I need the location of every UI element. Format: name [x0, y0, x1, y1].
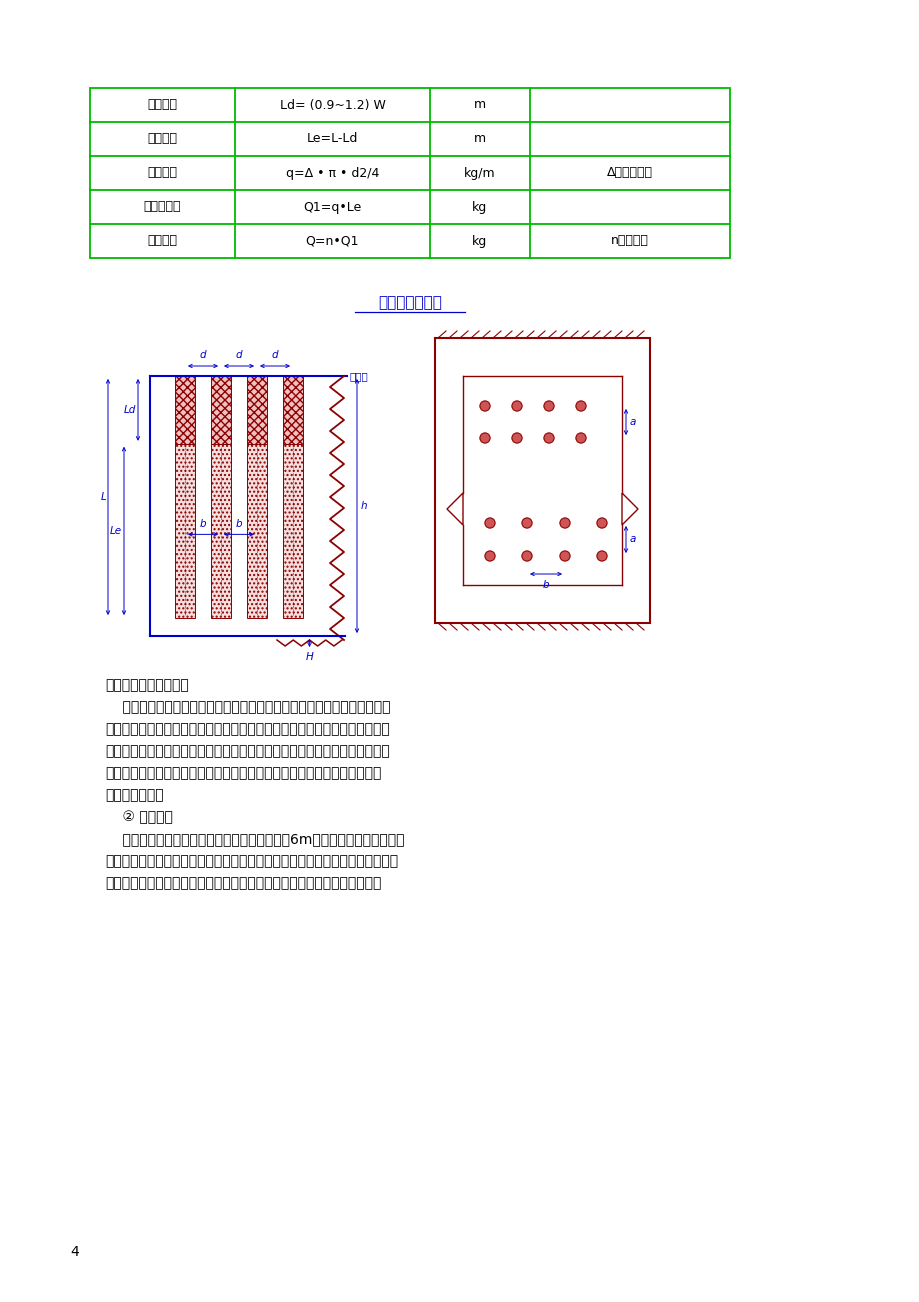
Circle shape: [596, 551, 607, 561]
Text: 4: 4: [71, 1245, 79, 1259]
Text: kg: kg: [471, 234, 487, 247]
Text: 装药结构及起爆网络：: 装药结构及起爆网络：: [105, 678, 188, 691]
Text: kg/m: kg/m: [464, 167, 495, 180]
Bar: [175, 444, 195, 618]
Text: Q1=q•Le: Q1=q•Le: [303, 201, 361, 214]
Text: 地面线: 地面线: [349, 371, 369, 381]
Text: b: b: [542, 579, 549, 590]
Text: a: a: [630, 535, 636, 544]
Circle shape: [521, 551, 531, 561]
Circle shape: [560, 551, 570, 561]
Bar: [90, 89, 729, 258]
Bar: [246, 376, 267, 444]
Text: a: a: [630, 417, 636, 427]
Circle shape: [596, 518, 607, 529]
Text: m: m: [473, 99, 485, 112]
Text: 遭免发生冲炮，残留较长的炮眼，浪费炸药。并要对炮口进行有效地覆盖。: 遭免发生冲炮，残留较长的炮眼，浪费炸药。并要对炮口进行有效地覆盖。: [105, 876, 381, 891]
Circle shape: [575, 401, 585, 411]
Text: b: b: [199, 519, 206, 530]
Text: 装药长度: 装药长度: [147, 133, 177, 146]
Bar: [435, 339, 650, 622]
Text: 当底部有少量水时，装乳胶炸药，其无水部分装硝铵炸药，上、下各装一: 当底部有少量水时，装乳胶炸药，其无水部分装硝铵炸药，上、下各装一: [105, 700, 390, 713]
Text: h: h: [360, 501, 368, 510]
Bar: [246, 444, 267, 618]
Text: 爆破设计示意图: 爆破设计示意图: [378, 296, 441, 310]
Text: Ld: Ld: [123, 405, 136, 415]
Text: Q=n•Q1: Q=n•Q1: [305, 234, 358, 247]
Text: b: b: [235, 519, 242, 530]
Circle shape: [543, 401, 553, 411]
Text: Le: Le: [109, 526, 122, 536]
Circle shape: [484, 518, 494, 529]
Circle shape: [480, 434, 490, 443]
Text: Δ为炸药密度: Δ为炸药密度: [607, 167, 652, 180]
Text: n为钻孔数: n为钻孔数: [610, 234, 648, 247]
Text: 清碴提供方便。: 清碴提供方便。: [105, 788, 164, 802]
Circle shape: [560, 518, 570, 529]
Text: 发非电毫秒雷管，雷管插入硝铵炸药中制成起爆体，本工程起爆拟采用非电毫: 发非电毫秒雷管，雷管插入硝铵炸药中制成起爆体，本工程起爆拟采用非电毫: [105, 723, 390, 736]
Circle shape: [512, 434, 521, 443]
Text: d: d: [235, 350, 242, 359]
Circle shape: [480, 401, 490, 411]
Text: m: m: [473, 133, 485, 146]
Text: q=Δ • π • d2/4: q=Δ • π • d2/4: [286, 167, 379, 180]
Circle shape: [512, 401, 521, 411]
Text: 在临近既有公路处和靠近民房地段以及挖深在6m以内的，采用炮眼法进行: 在临近既有公路处和靠近民房地段以及挖深在6m以内的，采用炮眼法进行: [105, 832, 404, 846]
Circle shape: [575, 434, 585, 443]
Bar: [283, 444, 302, 618]
Text: Le=L-Ld: Le=L-Ld: [306, 133, 357, 146]
Bar: [283, 376, 302, 444]
Bar: [175, 376, 195, 444]
Circle shape: [521, 518, 531, 529]
Text: kg: kg: [471, 201, 487, 214]
Text: H: H: [305, 652, 313, 661]
Text: d: d: [199, 350, 206, 359]
Text: L: L: [100, 492, 106, 503]
Text: 松动爆破，打眼时尽量避免炮眼方向与临空面垂直，且不要与最小抵抗线重合，: 松动爆破，打眼时尽量避免炮眼方向与临空面垂直，且不要与最小抵抗线重合，: [105, 854, 398, 868]
Circle shape: [484, 551, 494, 561]
Bar: [210, 376, 231, 444]
Text: 微差技术，能控制飞石方向，降低大块率、减少后冲及改善爆堆积形状，为: 微差技术，能控制飞石方向，降低大块率、减少后冲及改善爆堆积形状，为: [105, 766, 381, 780]
Text: ② 松动爆破: ② 松动爆破: [105, 810, 173, 824]
Text: 秒导爆管网络、毫秒微差控制爆破技术，应用排间、大掏槽式、波浪式掏槽等: 秒导爆管网络、毫秒微差控制爆破技术，应用排间、大掏槽式、波浪式掏槽等: [105, 743, 390, 758]
Text: 装药密度: 装药密度: [147, 167, 177, 180]
Text: d: d: [271, 350, 278, 359]
Text: Ld= (0.9~1.2) W: Ld= (0.9~1.2) W: [279, 99, 385, 112]
Bar: [210, 444, 231, 618]
Circle shape: [543, 434, 553, 443]
Text: 总装药量: 总装药量: [147, 234, 177, 247]
Text: 每孔装药量: 每孔装药量: [143, 201, 181, 214]
Text: 堵塞长度: 堵塞长度: [147, 99, 177, 112]
